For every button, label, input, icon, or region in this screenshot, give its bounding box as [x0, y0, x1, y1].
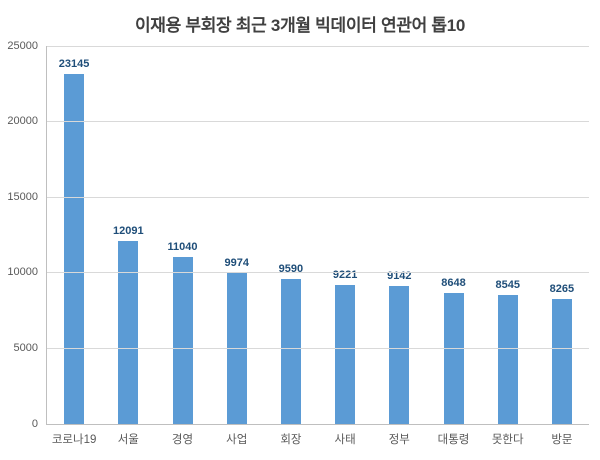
- x-axis-tick-label: 코로나19: [51, 434, 97, 446]
- gridline: [47, 272, 589, 274]
- y-axis-tick-label: 5000: [13, 341, 38, 354]
- bar-value-label: 9221: [332, 268, 358, 281]
- bar-column: 9590 회장: [264, 46, 318, 446]
- gridline: [47, 121, 589, 123]
- x-axis-tick-label: 방문: [551, 434, 573, 446]
- y-axis-tick-label: 15000: [7, 190, 38, 203]
- bar-column: 9974 사업: [210, 46, 264, 446]
- gridline: [47, 196, 589, 198]
- bar: [118, 241, 139, 424]
- bar-series: 23145 코로나19 12091 서울 11040 경영 9974 사업 9590 회장 9221…: [47, 46, 589, 446]
- bar-column: 8265 방문: [535, 46, 589, 446]
- x-axis-tick-label: 사업: [226, 434, 248, 446]
- bar: [280, 279, 301, 424]
- bar: [497, 294, 518, 424]
- bar: [389, 285, 410, 424]
- bar-column: 9221 사태: [318, 46, 372, 446]
- gridline: [47, 347, 589, 349]
- x-axis-tick-label: 대통령: [437, 434, 470, 446]
- x-axis-tick-label: 경영: [171, 434, 194, 446]
- bar-value-label: 8648: [441, 277, 466, 290]
- bar-value-label: 23145: [58, 58, 90, 71]
- bar-column: 8648 대통령: [426, 46, 480, 446]
- bar-value-label: 8265: [549, 283, 575, 296]
- y-axis-tick-label: 25000: [7, 39, 38, 52]
- gridline: [47, 45, 589, 47]
- bar-column: 11040 경영: [155, 46, 209, 446]
- bar-value-label: 11040: [167, 241, 198, 254]
- chart-title: 이재용 부회장 최근 3개월 빅데이터 연관어 톱10: [134, 16, 466, 35]
- plot-area: 23145 코로나19 12091 서울 11040 경영 9974 사업 9590 회장 9221…: [46, 45, 589, 446]
- x-axis-tick-label: 못한다: [491, 434, 524, 446]
- bar-value-label: 8545: [495, 278, 520, 291]
- bar-column: 9142 정부: [372, 46, 426, 446]
- bar-value-label: 12091: [113, 225, 144, 238]
- bar: [443, 293, 464, 424]
- x-axis-tick-label: 정부: [388, 434, 410, 446]
- x-axis-tick-label: 사태: [334, 434, 356, 446]
- bar-value-label: 9974: [224, 257, 249, 270]
- bar: [551, 299, 572, 424]
- bar: [172, 257, 193, 424]
- bar-column: 12091 서울: [101, 46, 155, 446]
- x-axis-tick-label: 서울: [117, 434, 139, 446]
- bar-column: 8545 못한다: [481, 46, 535, 446]
- y-axis-tick-label: 10000: [7, 266, 38, 279]
- bar-value-label: 9590: [278, 263, 304, 275]
- bar: [64, 74, 85, 424]
- bar-column: 23145 코로나19: [47, 46, 101, 446]
- y-axis-tick-label: 0: [31, 417, 38, 430]
- y-axis-tick-label: 20000: [7, 115, 38, 128]
- bar: [335, 284, 356, 424]
- x-axis-tick-label: 회장: [280, 434, 302, 446]
